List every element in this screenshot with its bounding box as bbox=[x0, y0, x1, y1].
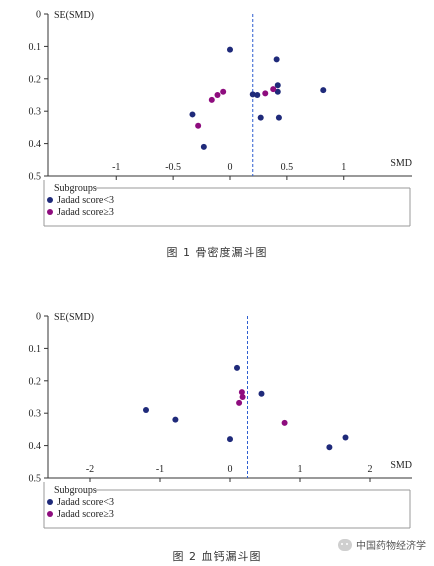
y-tick-label: 0.4 bbox=[29, 139, 42, 150]
y-tick-label: 0.1 bbox=[29, 42, 42, 53]
data-point-jadad-low bbox=[200, 143, 207, 150]
legend-marker bbox=[47, 511, 53, 517]
x-axis-label: SMD bbox=[390, 460, 412, 471]
data-point-jadad-high bbox=[208, 96, 215, 103]
y-axis-label: SE(SMD) bbox=[54, 10, 94, 21]
x-tick-label: -1 bbox=[112, 162, 120, 173]
x-axis-label: SMD bbox=[390, 158, 412, 169]
data-point-jadad-low bbox=[320, 87, 327, 94]
figure-caption-2: 图 2 血钙漏斗图 bbox=[172, 550, 262, 563]
legend-entry: Jadad score<3 bbox=[57, 195, 114, 206]
x-tick-label: 0 bbox=[228, 464, 233, 475]
data-point-jadad-low bbox=[258, 390, 265, 397]
data-point-jadad-low bbox=[275, 114, 282, 121]
x-tick-label: 0 bbox=[228, 162, 233, 173]
y-tick-label: 0.4 bbox=[29, 441, 42, 452]
data-point-jadad-low bbox=[273, 56, 280, 63]
data-point-jadad-low bbox=[227, 436, 233, 443]
data-point-jadad-high bbox=[262, 90, 269, 97]
legend-title: Subgroups bbox=[54, 485, 97, 496]
x-tick-label: 0.5 bbox=[281, 162, 294, 173]
y-tick-label: 0.5 bbox=[29, 474, 42, 485]
data-point-jadad-low bbox=[227, 46, 233, 53]
watermark: 中国药物经济学 bbox=[338, 537, 426, 552]
data-point-jadad-low bbox=[143, 406, 149, 413]
data-point-jadad-high bbox=[195, 122, 202, 129]
x-tick-label: 2 bbox=[368, 464, 373, 475]
x-tick-label: 1 bbox=[341, 162, 346, 173]
data-point-jadad-high bbox=[270, 86, 277, 93]
x-tick-label: -0.5 bbox=[165, 162, 181, 173]
data-point-jadad-high bbox=[239, 394, 246, 400]
data-point-jadad-low bbox=[274, 82, 281, 89]
data-point-jadad-low bbox=[274, 88, 281, 95]
data-point-jadad-high bbox=[236, 399, 243, 406]
data-point-jadad-high bbox=[214, 92, 221, 98]
y-tick-label: 0 bbox=[36, 312, 41, 323]
wechat-icon bbox=[338, 538, 352, 551]
legend-entry: Jadad score≥3 bbox=[57, 207, 114, 218]
data-point-jadad-low bbox=[342, 434, 349, 441]
y-tick-label: 0.2 bbox=[29, 376, 42, 387]
x-tick-label: -2 bbox=[86, 464, 94, 475]
legend-entry: Jadad score<3 bbox=[57, 497, 114, 508]
y-axis-label: SE(SMD) bbox=[54, 312, 94, 323]
data-point-jadad-low bbox=[234, 364, 240, 371]
data-point-jadad-low bbox=[249, 91, 256, 98]
x-tick-label: 1 bbox=[298, 464, 303, 475]
data-point-jadad-high bbox=[281, 419, 288, 426]
data-point-jadad-low bbox=[254, 92, 261, 98]
funnel-plot-bone-density: 0 0.1 0.2 0.3 0.4 0.5 -1 -0.5 0 0.5 1 SE(SMD) SMD Sub… bbox=[29, 10, 412, 227]
y-tick-label: 0.5 bbox=[29, 172, 42, 183]
figure-caption-1: 图 1 骨密度漏斗图 bbox=[166, 246, 268, 259]
data-point-jadad-low bbox=[257, 114, 264, 121]
y-tick-label: 0.3 bbox=[29, 107, 42, 118]
y-tick-label: 0.1 bbox=[29, 344, 42, 355]
y-tick-label: 0.3 bbox=[29, 409, 42, 420]
watermark-text: 中国药物经济学 bbox=[356, 541, 426, 552]
legend-marker bbox=[47, 209, 53, 215]
legend-entry: Jadad score≥3 bbox=[57, 509, 114, 520]
data-point-jadad-low bbox=[189, 111, 196, 118]
y-tick-label: 0.2 bbox=[29, 74, 42, 85]
funnel-plot-blood-calcium: 0 0.1 0.2 0.3 0.4 0.5 -2 -1 0 1 2 SE(SMD) SMD Subgrou… bbox=[29, 312, 412, 529]
legend-marker bbox=[47, 197, 53, 203]
data-point-jadad-high bbox=[220, 88, 227, 95]
y-tick-label: 0 bbox=[36, 10, 41, 21]
legend-marker bbox=[47, 499, 53, 505]
x-tick-label: -1 bbox=[156, 464, 164, 475]
data-point-jadad-high bbox=[238, 389, 245, 396]
data-point-jadad-low bbox=[172, 416, 179, 423]
legend-title: Subgroups bbox=[54, 183, 97, 194]
data-point-jadad-low bbox=[326, 444, 333, 451]
